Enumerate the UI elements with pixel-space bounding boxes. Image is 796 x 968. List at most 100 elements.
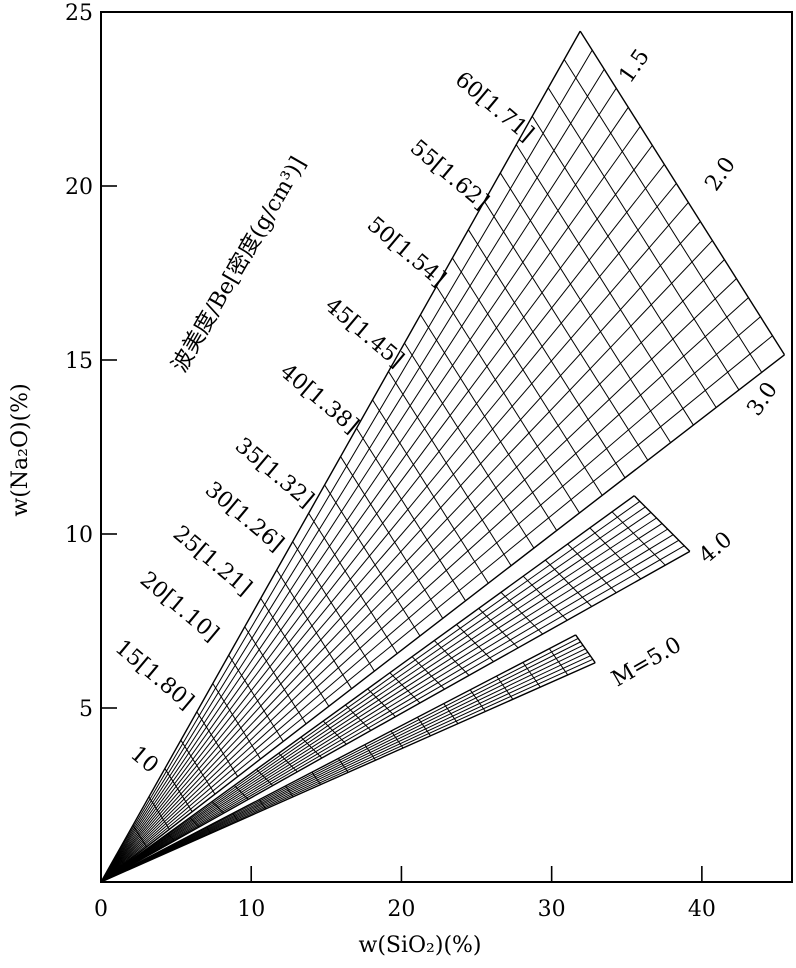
fan-grid	[100, 30, 786, 883]
baume-line	[496, 675, 514, 700]
y-axis-title: w(Na₂O)(%)	[8, 383, 33, 516]
baume-line	[122, 865, 126, 869]
baume-line	[589, 527, 642, 580]
baume-line	[389, 672, 421, 704]
baume-line	[258, 799, 267, 810]
baume-line	[443, 703, 459, 724]
baume-line	[233, 785, 249, 800]
baume-line	[337, 758, 349, 773]
baume-line	[153, 854, 157, 858]
modulus-label: 4.0	[694, 527, 737, 569]
baume-line	[522, 662, 541, 688]
baume-line	[167, 833, 175, 842]
x-axis-title: w(SiO₂)(%)	[358, 933, 481, 958]
x-tick-label: 20	[387, 897, 415, 922]
fan-3	[100, 634, 596, 883]
baume-line	[189, 817, 200, 828]
baume-line	[483, 201, 649, 461]
y-tick-label: 25	[65, 1, 93, 26]
modulus-label: M=5.0	[608, 633, 686, 693]
baume-line	[547, 87, 740, 391]
y-tick-label: 10	[65, 523, 93, 548]
baume-line	[411, 656, 445, 690]
x-tick-label: 40	[688, 897, 716, 922]
baume-line	[499, 172, 671, 443]
baume-line	[322, 720, 347, 745]
x-tick-label: 30	[538, 897, 566, 922]
baume-line	[433, 640, 470, 676]
baume-degree-label: 45[1.45]	[320, 293, 408, 373]
plot-frame	[100, 11, 793, 883]
axis-ticks	[100, 11, 703, 882]
baume-line	[196, 711, 239, 777]
baume-line	[206, 826, 212, 834]
baume-line	[531, 115, 717, 408]
x-tick-label: 10	[237, 897, 265, 922]
baume-line	[324, 484, 421, 637]
baume-line	[548, 648, 569, 676]
baume-line	[478, 608, 519, 649]
baume-line	[515, 144, 694, 426]
baume-line	[244, 626, 307, 725]
baume-line	[132, 825, 147, 848]
baume-line	[164, 768, 193, 812]
modulus-label: 2.0	[700, 153, 741, 196]
baume-line	[179, 840, 184, 846]
x-tick-label: 0	[94, 897, 108, 922]
baume-degree-label: 40[1.38]	[275, 359, 363, 439]
baume-line	[545, 559, 593, 607]
baume-line	[232, 813, 239, 822]
chart-labels: 0 10 20 30 40 5 10 15 20 25 波美度/Be[密度(g/cm³)] 10 15[…	[65, 1, 783, 922]
fan-2	[100, 495, 691, 883]
y-tick-label: 20	[65, 175, 93, 200]
baume-line	[276, 569, 353, 689]
y-tick-label: 15	[65, 349, 93, 374]
modulus-label: 3.0	[742, 378, 783, 421]
baume-line	[212, 683, 261, 760]
baume-line	[211, 801, 225, 814]
y-tick-label: 5	[79, 697, 93, 722]
baume-line	[611, 511, 666, 566]
baume-line	[180, 739, 216, 795]
baume-line	[390, 730, 404, 749]
baume-line	[451, 257, 603, 496]
baume-line	[436, 286, 580, 514]
baume-line	[469, 689, 486, 712]
fan-1	[100, 30, 786, 883]
modulus-line	[100, 634, 577, 883]
baume-line	[260, 598, 330, 707]
baume-line	[300, 736, 323, 759]
baume-degree-label: 10	[125, 741, 163, 778]
density-scale-title: 波美度/Be[密度(g/cm³)]	[167, 153, 311, 377]
baume-line	[308, 513, 398, 654]
baume-degree-label: 20[1.10]	[135, 567, 223, 647]
baume-degree-label: 60[1.71]	[450, 67, 538, 147]
baume-line	[145, 849, 151, 855]
baume-line	[567, 543, 617, 594]
baume-line	[340, 456, 444, 619]
baume-line	[285, 785, 294, 798]
baume-line	[575, 634, 596, 664]
baume-line	[500, 591, 543, 635]
baume-line	[278, 752, 298, 773]
baume-line	[367, 688, 396, 718]
baume-line	[345, 704, 372, 731]
baume-line	[126, 867, 129, 871]
baume-line	[633, 495, 691, 552]
baume-line	[456, 624, 494, 662]
baume-degree-label: 15[1.80]	[110, 635, 198, 715]
baume-line	[148, 796, 170, 830]
baume-line	[404, 342, 535, 549]
baume-degree-label: 50[1.54]	[362, 212, 450, 292]
baume-line	[417, 716, 431, 737]
baume-line	[372, 399, 489, 584]
baume-line	[388, 371, 512, 566]
baume-line	[356, 427, 466, 602]
baume-line	[228, 654, 284, 742]
baume-degree-label: 25[1.21]	[168, 521, 256, 601]
baume-line	[311, 771, 322, 785]
modulus-label: 1.5	[614, 45, 655, 88]
baume-line	[522, 575, 568, 621]
baume-line	[256, 768, 274, 786]
